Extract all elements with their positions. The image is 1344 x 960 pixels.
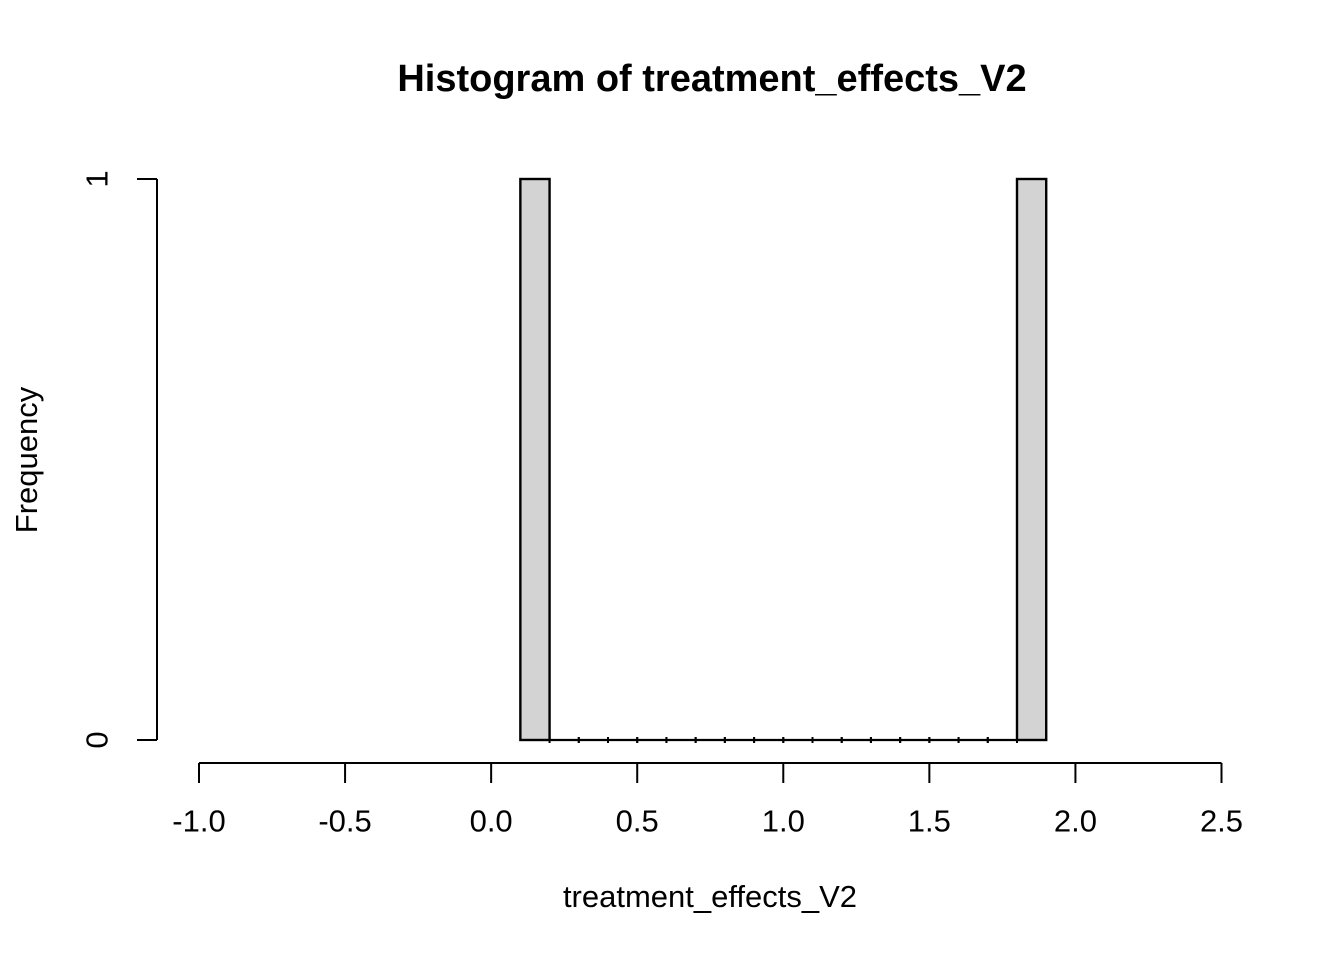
x-tick-label: 1.0 bbox=[762, 804, 805, 839]
histogram-bar bbox=[519, 177, 551, 742]
chart-title: Histogram of treatment_effects_V2 bbox=[397, 58, 1027, 100]
y-tick-label: 0 bbox=[80, 731, 115, 748]
x-tick-label: -1.0 bbox=[172, 804, 225, 839]
x-axis-label: treatment_effects_V2 bbox=[562, 879, 858, 914]
x-tick-label: 2.0 bbox=[1054, 804, 1097, 839]
y-tick-label: 1 bbox=[80, 170, 115, 187]
x-tick-label: 2.5 bbox=[1200, 804, 1243, 839]
y-axis-label: Frequency bbox=[9, 386, 44, 534]
histogram-bar bbox=[1015, 177, 1048, 742]
x-tick-label: 0.5 bbox=[616, 804, 659, 839]
x-tick-label: 1.5 bbox=[908, 804, 951, 839]
x-tick-label: 0.0 bbox=[470, 804, 513, 839]
x-tick-label: -0.5 bbox=[318, 804, 371, 839]
